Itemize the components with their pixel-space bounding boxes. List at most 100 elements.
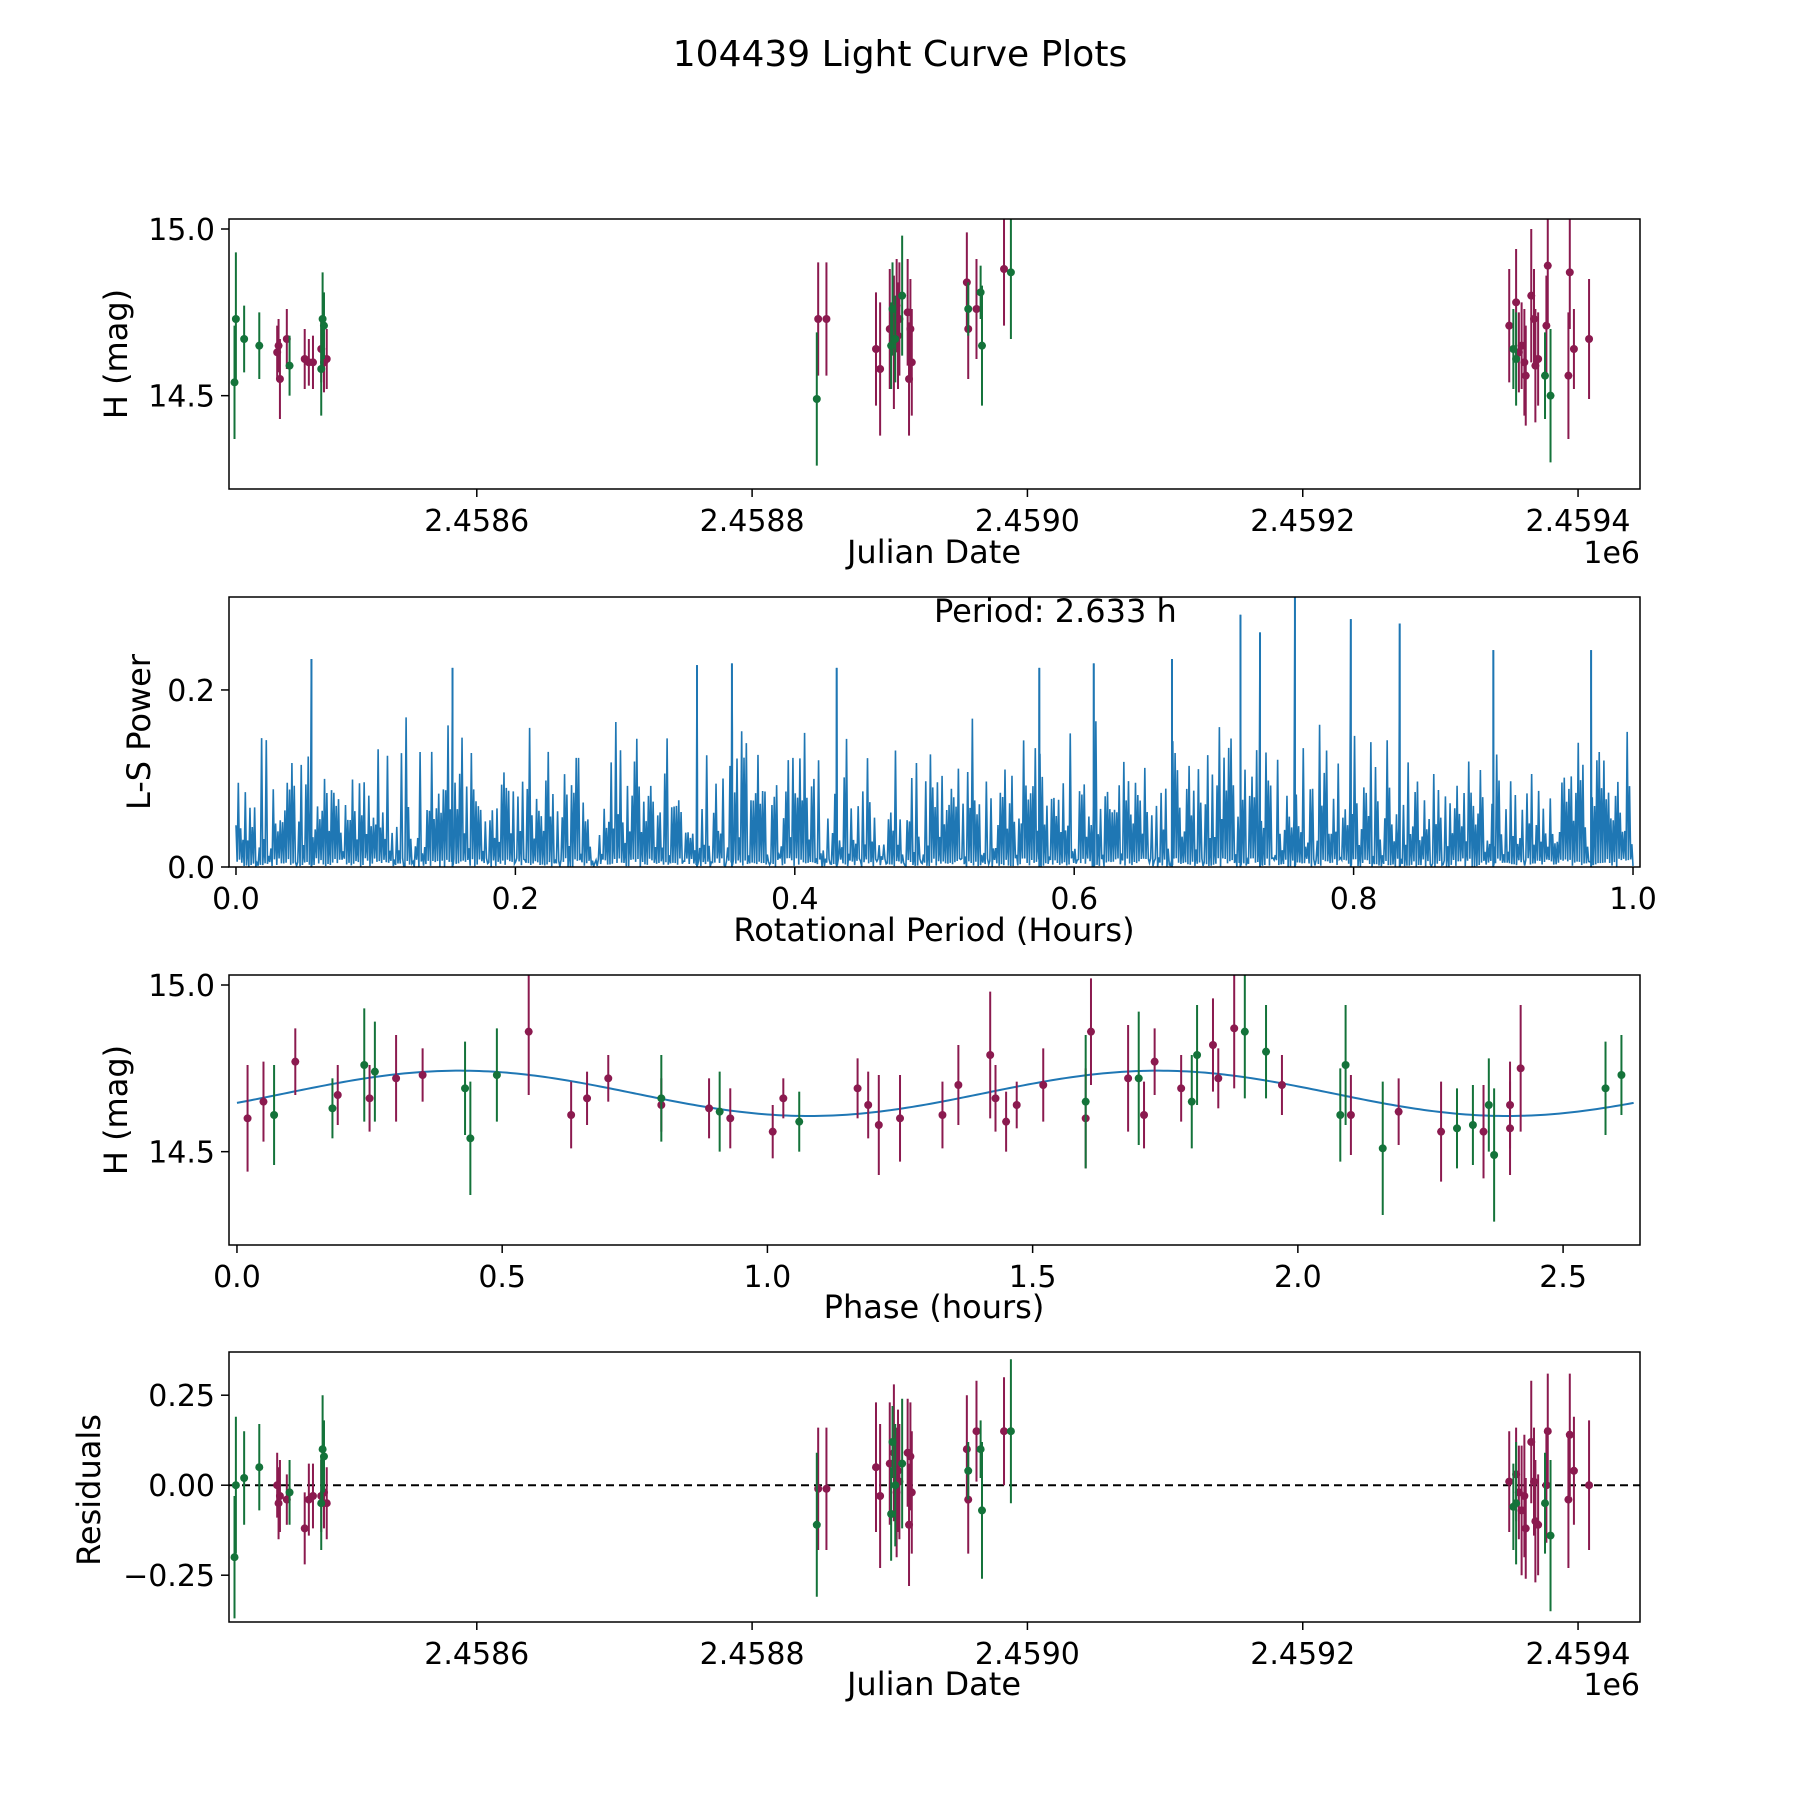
phase-folded-point-green <box>360 1061 369 1069</box>
residuals-point-magenta <box>300 1524 309 1533</box>
residuals-offset-label: 1e6 <box>1583 1668 1640 1703</box>
periodogram-xtick-label: 0.6 <box>1050 882 1098 917</box>
phase-folded-point-green <box>1240 1027 1249 1036</box>
phase-folded-point-green <box>1081 1097 1090 1106</box>
light-curve-xtick-label: 2.4586 <box>424 504 529 539</box>
phase-folded-point-magenta <box>1346 1111 1355 1119</box>
light-curve-point-green <box>1512 355 1521 363</box>
phase-folded-point-green <box>1262 1047 1271 1056</box>
phase-folded-point-green <box>1601 1084 1610 1093</box>
light-curve-point-magenta <box>1543 261 1552 270</box>
residuals-xtick-label: 2.4590 <box>975 1637 1080 1672</box>
residuals-ytick-label: 0.00 <box>148 1469 215 1504</box>
light-curve-point-green <box>317 365 326 373</box>
phase-folded-point-magenta <box>1140 1111 1149 1119</box>
residuals-axes <box>228 1351 1641 1623</box>
phase-folded-axes <box>228 974 1641 1246</box>
light-curve-point-green <box>1546 391 1555 400</box>
phase-folded-xtick-label: 1.0 <box>744 1260 792 1295</box>
periodogram-xtick-label: 1.0 <box>1609 882 1657 917</box>
residuals-point-green <box>891 1481 900 1490</box>
residuals-point-magenta <box>275 1492 284 1500</box>
light-curve-point-green <box>1006 268 1015 277</box>
residuals-point-magenta <box>1521 1524 1530 1533</box>
phase-folded-point-green <box>1617 1071 1626 1079</box>
phase-folded-point-green <box>1336 1111 1345 1119</box>
light-curve-point-green <box>231 315 240 323</box>
phase-folded-point-magenta <box>768 1127 777 1136</box>
residuals-point-magenta <box>1543 1427 1552 1436</box>
phase-folded-xtick-label: 0.0 <box>213 1260 261 1295</box>
phase-folded-point-magenta <box>333 1091 342 1099</box>
phase-folded-point-green <box>1452 1124 1461 1133</box>
phase-folded-point-magenta <box>259 1097 268 1106</box>
residuals-point-green <box>240 1474 249 1482</box>
phase-folded-point-green <box>1484 1101 1493 1109</box>
residuals-point-green <box>318 1445 327 1454</box>
phase-folded-point-magenta <box>392 1074 401 1083</box>
residuals-point-green <box>887 1510 896 1518</box>
light-curve-point-magenta <box>1530 315 1539 323</box>
residuals-point-green <box>898 1459 907 1468</box>
light-curve-point-green <box>240 335 249 343</box>
light-curve-point-magenta <box>962 278 971 287</box>
residuals-point-magenta <box>1564 1495 1573 1504</box>
phase-folded-point-magenta <box>524 1027 533 1036</box>
light-curve-point-magenta <box>275 375 284 383</box>
periodogram-ytick-label: 0.2 <box>167 674 215 709</box>
light-curve-xtick-label: 2.4590 <box>975 504 1080 539</box>
light-curve-point-green <box>887 341 896 350</box>
light-curve-point-magenta <box>1569 345 1578 353</box>
residuals-point-magenta <box>1569 1466 1578 1475</box>
figure-title: 104439 Light Curve Plots <box>673 34 1127 75</box>
residuals-xlabel: Julian Date <box>845 1665 1021 1703</box>
phase-folded-ylabel: H (mag) <box>97 1045 135 1175</box>
light-curve-xtick-label: 2.4594 <box>1526 504 1631 539</box>
residuals-point-magenta <box>906 1452 915 1461</box>
light-curve-point-magenta <box>1585 335 1594 343</box>
phase-folded-point-magenta <box>567 1111 576 1119</box>
phase-folded-point-magenta <box>954 1081 963 1089</box>
light-curve-point-magenta <box>822 315 831 323</box>
phase-folded-point-green <box>270 1111 279 1119</box>
light-curve-point-green <box>285 361 294 370</box>
residuals-point-magenta <box>1505 1477 1514 1486</box>
phase-folded-point-magenta <box>1039 1081 1048 1089</box>
phase-folded-xtick-label: 2.5 <box>1539 1260 1587 1295</box>
residuals-point-green <box>1546 1531 1555 1540</box>
phase-folded-point-magenta <box>864 1101 873 1109</box>
residuals-xtick-label: 2.4588 <box>700 1637 805 1672</box>
periodogram-xtick-label: 0.8 <box>1330 882 1378 917</box>
residuals-point-magenta <box>962 1445 971 1454</box>
residuals-point-magenta <box>274 1499 283 1508</box>
residuals-point-magenta <box>1565 1430 1574 1439</box>
light-curve-point-magenta <box>876 365 885 373</box>
phase-folded-point-green <box>715 1107 724 1116</box>
light-curve-point-magenta <box>1000 265 1009 273</box>
light-curve-ytick-label: 14.5 <box>148 380 215 415</box>
light-curve-offset-label: 1e6 <box>1583 536 1640 571</box>
light-curve-ylabel: H (mag) <box>97 289 135 419</box>
phase-folded-point-green <box>492 1071 501 1079</box>
phase-folded-point-magenta <box>1012 1101 1021 1109</box>
residuals-point-green <box>231 1481 240 1490</box>
light-curve-point-green <box>977 341 986 350</box>
light-curve-point-magenta <box>1565 268 1574 277</box>
phase-folded-point-magenta <box>583 1094 592 1103</box>
phase-folded-point-green <box>1341 1061 1350 1069</box>
phase-folded-point-green <box>1378 1144 1387 1153</box>
residuals-point-green <box>317 1499 326 1508</box>
light-curve-axes <box>228 218 1641 490</box>
periodogram-axes <box>228 596 1641 868</box>
residuals-point-magenta <box>1542 1481 1551 1490</box>
phase-folded-ytick-label: 15.0 <box>148 969 215 1004</box>
residuals-xtick-label: 2.4586 <box>424 1637 529 1672</box>
phase-folded-point-magenta <box>1437 1127 1446 1136</box>
light-curve-point-green <box>812 395 821 403</box>
phase-folded-point-magenta <box>1506 1101 1515 1109</box>
light-curve-point-magenta <box>1542 321 1551 330</box>
light-curve-point-green <box>964 305 973 313</box>
phase-folded-point-green <box>466 1134 475 1143</box>
residuals-point-green <box>812 1520 821 1529</box>
